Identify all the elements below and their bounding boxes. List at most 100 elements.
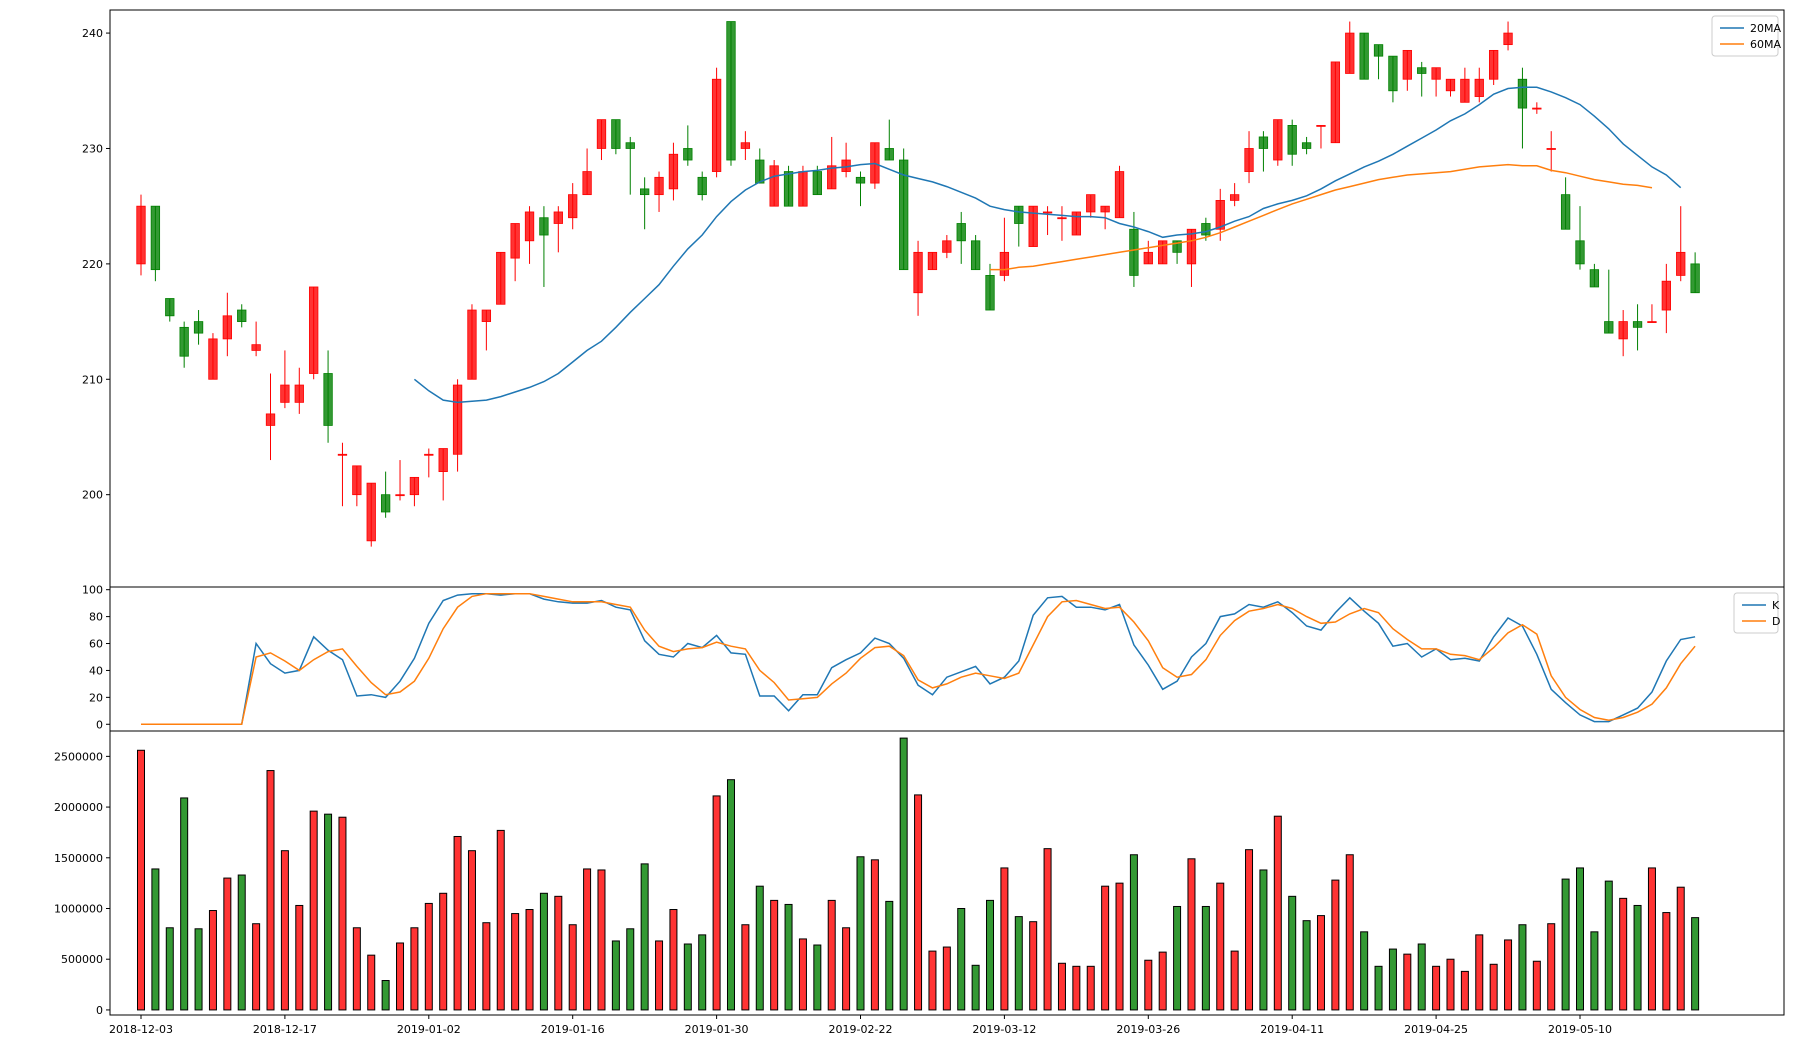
candle-body <box>999 251 1010 276</box>
volume-bar <box>180 797 189 1011</box>
volume-bar <box>1144 959 1153 1011</box>
volume-bar <box>1259 869 1268 1011</box>
y-tick-label-volume: 1000000 <box>54 903 103 916</box>
volume-bar <box>885 900 894 1011</box>
candle-body <box>467 309 477 380</box>
volume-bar <box>856 856 865 1011</box>
candle-body <box>1575 240 1585 265</box>
candle-body <box>1229 194 1240 201</box>
candle-body <box>611 119 621 149</box>
series-line-20ma <box>413 86 1682 404</box>
volume-bar <box>1101 885 1110 1011</box>
candle-body <box>1028 205 1038 247</box>
volume-bar <box>1158 951 1167 1011</box>
candle-body <box>1676 251 1686 276</box>
candle-body <box>668 153 679 190</box>
volume-bar <box>741 924 750 1011</box>
volume-bar <box>1057 962 1066 1011</box>
candle-body <box>208 338 218 380</box>
candle-body <box>337 453 348 456</box>
candle-body <box>1158 240 1168 265</box>
candle-body <box>970 240 981 271</box>
volume-bar <box>151 868 160 1011</box>
volume-bar <box>1388 948 1397 1011</box>
candle-body <box>568 194 578 219</box>
legend-label: D <box>1772 615 1780 628</box>
volume-bar <box>266 770 275 1011</box>
volume-bar <box>755 885 764 1011</box>
legend-label: 60MA <box>1750 38 1781 51</box>
volume-bar <box>928 950 937 1011</box>
candle-body <box>985 275 995 311</box>
x-tick-label: 2019-03-12 <box>972 1023 1036 1036</box>
candle-body <box>625 142 635 149</box>
candle-body <box>496 251 506 305</box>
panel-frame-kd <box>109 586 1785 732</box>
candle-body <box>323 373 333 426</box>
volume-bar <box>1590 931 1599 1011</box>
volume-bar <box>482 922 491 1011</box>
candle-body <box>1402 49 1412 80</box>
volume-bar <box>467 850 476 1011</box>
candle-body <box>150 205 161 271</box>
candle-body <box>1359 32 1369 80</box>
volume-bar <box>1345 854 1354 1011</box>
volume-bar <box>957 908 966 1011</box>
volume-bar <box>1547 923 1556 1011</box>
volume-bar <box>1216 882 1225 1011</box>
volume-bar <box>1331 879 1340 1011</box>
volume-bar <box>1446 958 1455 1011</box>
volume-bar <box>1043 848 1052 1011</box>
candle-body <box>1201 223 1211 236</box>
y-tick-label-volume: 2500000 <box>54 750 103 763</box>
volume-bar <box>1432 965 1441 1011</box>
x-tick-label: 2019-04-25 <box>1404 1023 1468 1036</box>
volume-bar <box>252 923 261 1011</box>
y-tick-label-kd: 0 <box>96 718 103 731</box>
volume-bar <box>1489 963 1498 1011</box>
candle-body <box>1316 125 1326 127</box>
x-tick-label: 2019-04-11 <box>1260 1023 1324 1036</box>
candle-body <box>1604 321 1614 334</box>
volume-bar <box>381 980 390 1011</box>
candle-body <box>884 148 894 161</box>
candle-body <box>827 165 837 190</box>
volume-bar <box>1403 953 1412 1011</box>
candle-body <box>438 448 448 472</box>
volume-bar <box>1576 867 1584 1011</box>
volume-bar <box>439 892 448 1011</box>
volume-bar <box>352 927 361 1011</box>
volume-bar <box>1072 965 1081 1011</box>
volume-bar <box>280 850 289 1011</box>
x-tick-label: 2019-01-16 <box>541 1023 605 1036</box>
candle-body <box>740 142 751 149</box>
candle-body <box>294 384 304 403</box>
volume-bar <box>1374 965 1383 1011</box>
candle-body <box>539 217 549 236</box>
candle-body <box>1503 32 1513 46</box>
candle-body <box>481 309 492 322</box>
volume-bar <box>611 940 620 1011</box>
candle-body <box>366 482 376 542</box>
volume-bar <box>338 816 347 1011</box>
volume-bar <box>1647 867 1656 1011</box>
candle-body <box>1474 78 1484 97</box>
legend-box <box>1711 15 1779 57</box>
volume-bar <box>1504 939 1513 1011</box>
candle-body <box>956 223 966 242</box>
candle-body <box>1086 194 1096 213</box>
volume-bar <box>842 927 851 1011</box>
candle-body <box>1517 78 1528 109</box>
volume-bar <box>453 835 462 1011</box>
candle-body <box>1143 251 1153 265</box>
volume-bar <box>683 943 692 1011</box>
x-tick-label: 2019-01-02 <box>397 1023 461 1036</box>
candle-body <box>913 251 923 294</box>
y-tick-label-price: 230 <box>82 142 103 155</box>
volume-bar <box>770 899 779 1011</box>
legend-price: 20MA 60MA <box>1711 15 1781 57</box>
candle-body <box>726 21 736 161</box>
candle-body <box>1388 55 1398 92</box>
candle-body <box>1632 321 1643 328</box>
